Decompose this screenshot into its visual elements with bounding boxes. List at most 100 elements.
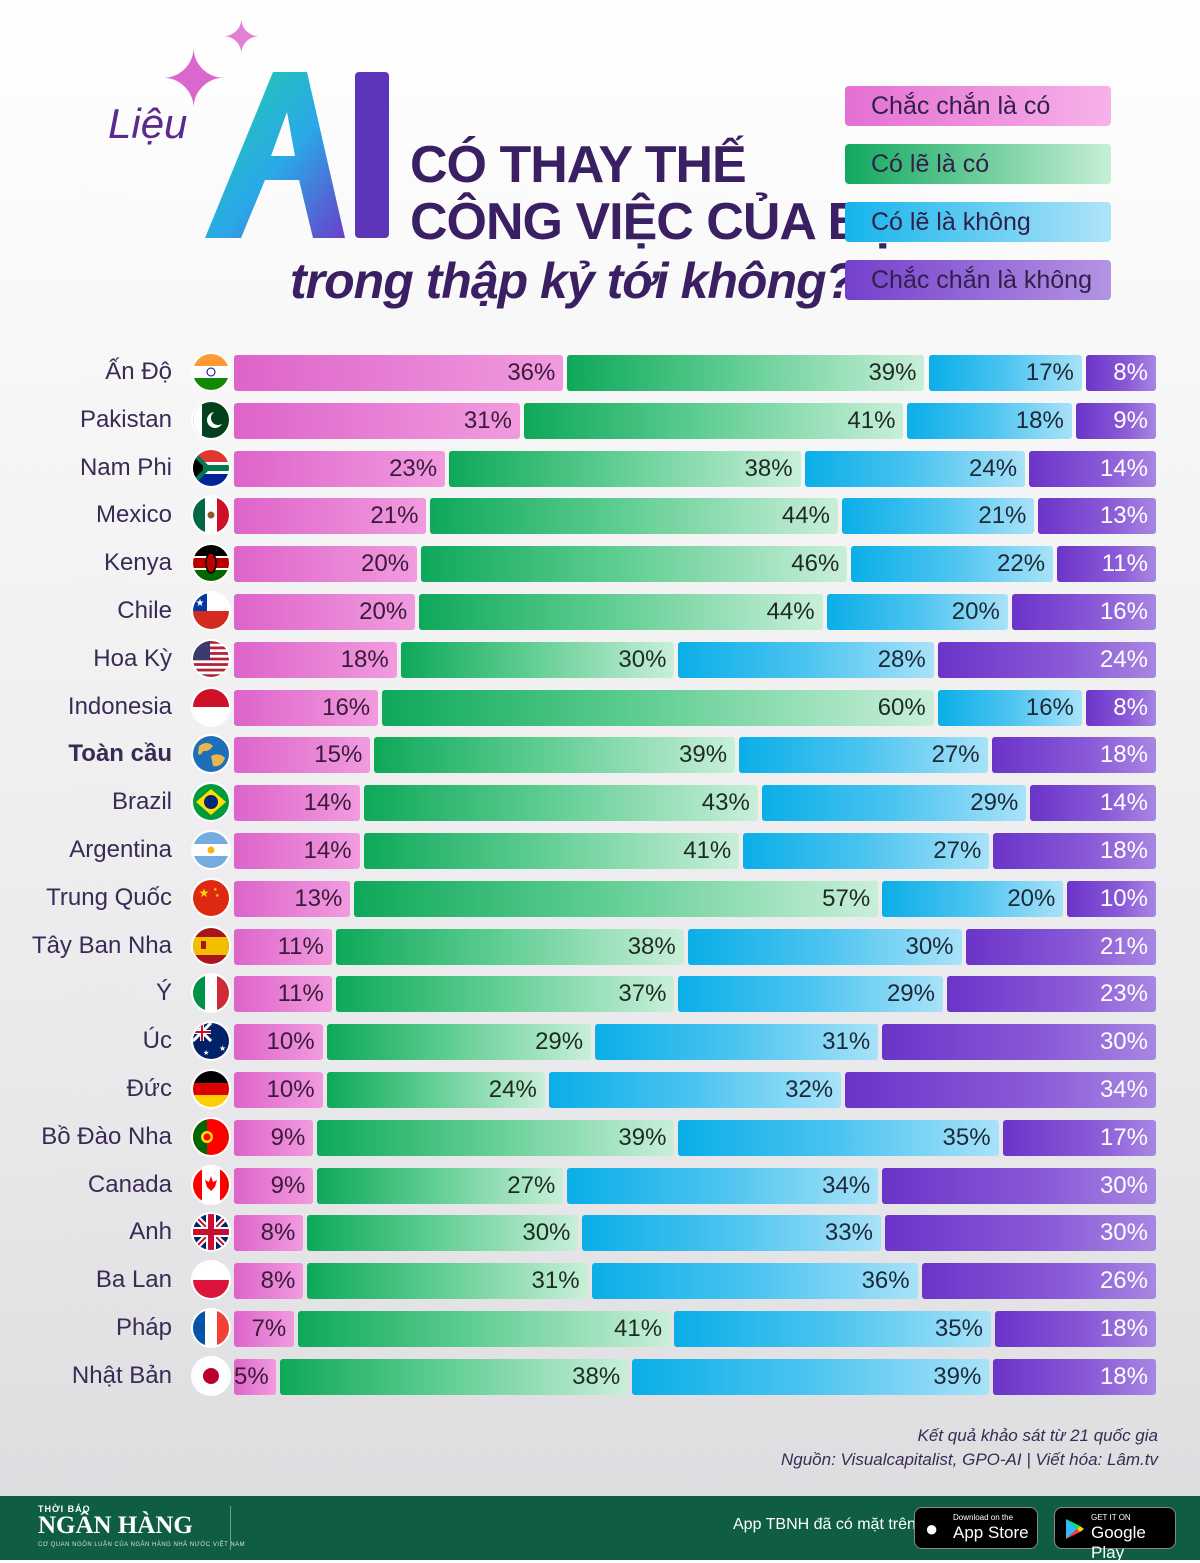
italy-flag-icon [193,975,229,1012]
bar-segment-probably-no: 29% [761,785,1027,822]
bar-value-label: 11% [277,932,324,960]
bar-segment-definitely-yes: 9% [234,1167,314,1204]
brand-tagline: CƠ QUAN NGÔN LUẬN CỦA NGÂN HÀNG NHÀ NƯỚC… [38,1542,246,1548]
chart-row: Canada 9% 27% 34% 30% [0,1165,1200,1205]
brand-logo[interactable]: NGÂN HÀNG [38,1512,193,1539]
bar-value-label: 11% [277,980,324,1008]
bar-segment-probably-yes: 38% [335,928,684,965]
bar-segment-definitely-no: 8% [1085,689,1156,726]
bar-value-label: 17% [1099,1123,1148,1151]
bar-segment-probably-no: 28% [678,641,934,678]
bar-value-label: 32% [785,1076,834,1103]
bar-segment-definitely-no: 9% [1075,402,1156,439]
bar-value-label: 9% [270,1171,306,1199]
bar-segment-probably-no: 27% [743,833,990,869]
bar-segment-definitely-yes: 20% [234,546,418,583]
row-label: Toàn cầu [68,740,172,768]
portugal-flag-icon [193,1118,229,1155]
svg-text:★: ★ [215,893,220,899]
bar-stack: 20% 46% 22% 11% [234,546,1160,583]
bar-segment-probably-no: 32% [548,1072,842,1108]
title-word-lieu: Liệu [108,100,188,147]
footnote: Kết quả khảo sát từ 21 quốc gia Nguồn: V… [781,1424,1158,1472]
bar-value-label: 38% [572,1362,621,1390]
chart-row: Nhật Bản 5% 38% 39% 18% [0,1356,1200,1396]
bar-segment-probably-yes: 39% [374,737,736,774]
bar-segment-definitely-yes: 14% [234,833,360,869]
bar-segment-probably-no: 35% [678,1119,999,1156]
bar-segment-definitely-yes: 21% [234,498,427,535]
row-label: Canada [87,1170,172,1198]
footer-divider [230,1506,231,1550]
bar-value-label: 30% [1099,1171,1148,1199]
bar-value-label: 11% [1101,550,1148,578]
bar-segment-definitely-yes: 18% [234,641,397,678]
bar-value-label: 30% [618,645,667,673]
chart-row: Kenya 20% 46% 22% 11% [0,543,1200,583]
bar-value-label: 20% [361,550,410,578]
chart-row: Đức 10% 24% 32% 34% [0,1069,1200,1109]
row-label: Kenya [103,549,172,577]
bar-value-label: 34% [1099,1076,1148,1103]
chart-row: Toàn cầu 15% 39% 27% 18% [0,734,1200,774]
footnote-survey: Kết quả khảo sát từ 21 quốc gia [917,1426,1158,1445]
australia-flag-icon: ★ ★ [193,1023,229,1060]
bar-value-label: 27% [507,1171,556,1199]
bar-segment-definitely-yes: 23% [234,450,446,487]
bar-value-label: 21% [978,502,1027,530]
bar-segment-probably-yes: 29% [326,1024,592,1061]
bar-segment-probably-yes: 44% [430,498,838,535]
google-play-button[interactable]: GET IT ON Google Play [1054,1507,1176,1562]
header: ✦ ✦ Liệu AI CÓ THAY THẾ CÔNG VIỆC CỦA BẠ… [0,0,1200,340]
row-label: Trung Quốc [46,883,172,911]
row-label: Ba Lan [95,1266,172,1294]
chart-row: Mexico 21% 44% 21% 13% [0,495,1200,535]
brand-prefix: THỜI BÁO [38,1504,91,1514]
chart-row: Indonesia 16% 60% 16% 8% [0,687,1200,727]
chart-row: Pháp 7% 41% 35% 18% [0,1308,1200,1348]
app-store-button[interactable]: ● Download on the App Store [914,1507,1038,1549]
bar-segment-probably-yes: 41% [298,1311,671,1347]
bar-segment-definitely-yes: 15% [234,737,371,774]
bar-segment-probably-yes: 57% [354,880,879,917]
bar-segment-probably-no: 29% [678,976,943,1013]
bar-value-label: 24% [969,454,1018,482]
bar-value-label: 44% [781,502,830,530]
bar-stack: 8% 30% 33% 30% [234,1215,1160,1252]
uk-flag-icon [193,1214,229,1251]
google-play-small-text: GET IT ON [1091,1513,1131,1522]
bar-value-label: 18% [1015,406,1064,434]
legend-item-definitely-yes: Chắc chắn là có [845,86,1111,126]
bar-segment-definitely-yes: 10% [234,1072,323,1108]
bar-value-label: 20% [1007,884,1056,912]
chart-row: Ý 11% 37% 29% 23% [0,973,1200,1013]
bar-value-label: 57% [822,884,871,912]
bar-segment-definitely-no: 18% [993,833,1156,869]
bar-stack: 13% 57% 20% 10% [234,880,1160,917]
bar-segment-probably-yes: 24% [326,1072,545,1108]
france-flag-icon [193,1310,229,1346]
chart-row: Chile ★ 20% 44% 20% 16% [0,591,1200,631]
bar-value-label: 27% [933,837,982,864]
bar-segment-probably-no: 27% [739,737,988,774]
bar-segment-probably-no: 31% [595,1024,879,1061]
bar-stack: 15% 39% 27% 18% [234,737,1160,774]
title-line-1: CÓ THAY THẾ [410,136,747,194]
bar-value-label: 8% [260,1267,296,1295]
bar-segment-probably-no: 24% [804,450,1026,487]
bar-segment-probably-no: 21% [841,498,1035,535]
bar-value-label: 44% [766,598,815,625]
brazil-flag-icon [193,784,229,821]
bar-stack: 7% 41% 35% 18% [234,1311,1160,1347]
chart-row: Argentina 14% 41% 27% 18% [0,830,1200,870]
bar-segment-definitely-yes: 31% [234,402,520,439]
india-flag-icon [193,354,229,390]
bar-value-label: 30% [1099,1219,1148,1247]
bar-segment-definitely-yes: 5% [234,1358,277,1395]
bar-segment-probably-no: 17% [928,355,1082,391]
bar-segment-probably-yes: 44% [419,594,823,630]
bar-segment-probably-yes: 27% [317,1167,564,1204]
kenya-flag-icon [193,545,229,582]
bar-value-label: 22% [997,550,1046,578]
chile-flag-icon: ★ [193,593,229,629]
